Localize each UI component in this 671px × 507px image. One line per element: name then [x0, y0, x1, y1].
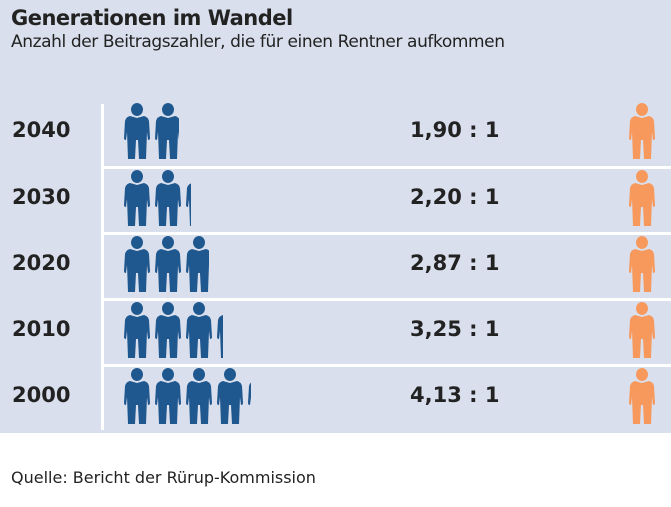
- contributor-icon: [185, 235, 209, 293]
- ratio-label: 4,13 : 1: [410, 383, 500, 407]
- contributor-icon: [247, 367, 251, 425]
- ratio-label: 3,25 : 1: [410, 317, 500, 341]
- contributor-icon: [154, 301, 182, 359]
- axis-line: [101, 104, 104, 430]
- year-label: 2010: [12, 317, 71, 341]
- row-2000: 2000 4,13 : 1: [0, 365, 671, 431]
- year-label: 2000: [12, 383, 71, 407]
- contributor-icon: [154, 367, 182, 425]
- ratio-label: 2,20 : 1: [410, 185, 500, 209]
- contributor-icon: [123, 235, 151, 293]
- ratio-label: 1,90 : 1: [410, 118, 500, 142]
- ratio-label: 2,87 : 1: [410, 251, 500, 275]
- row-2040: 2040 1,90 : 1: [0, 100, 671, 166]
- retiree-icon: [628, 102, 656, 164]
- contributor-icon: [216, 301, 223, 359]
- contributor-icon: [154, 235, 182, 293]
- year-label: 2030: [12, 185, 71, 209]
- contributor-icon: [123, 169, 151, 227]
- row-2030: 2030 2,20 : 1: [0, 167, 671, 233]
- row-2010: 2010 3,25 : 1: [0, 299, 671, 365]
- retiree-icon: [628, 301, 656, 363]
- row-separator: [101, 364, 671, 367]
- source-note: Quelle: Bericht der Rürup-Kommission: [11, 468, 316, 487]
- chart-title: Generationen im Wandel: [11, 6, 293, 30]
- row-separator: [101, 166, 671, 169]
- retiree-icon: [628, 169, 656, 231]
- chart-subtitle: Anzahl der Beitragszahler, die für einen…: [11, 32, 505, 52]
- contributor-icon: [185, 301, 213, 359]
- row-separator: [101, 232, 671, 235]
- contributor-icon: [123, 367, 151, 425]
- retiree-icon: [628, 235, 656, 297]
- contributor-icon: [185, 169, 191, 227]
- year-label: 2020: [12, 251, 71, 275]
- contributor-icon: [123, 301, 151, 359]
- contributor-icon: [216, 367, 244, 425]
- contributor-icon: [123, 102, 151, 160]
- year-label: 2040: [12, 118, 71, 142]
- row-2020: 2020 2,87 : 1: [0, 233, 671, 299]
- contributor-icon: [185, 367, 213, 425]
- contributor-icon: [154, 102, 179, 160]
- contributor-icon: [154, 169, 182, 227]
- row-separator: [101, 298, 671, 301]
- chart-panel: [0, 0, 671, 433]
- retiree-icon: [628, 367, 656, 429]
